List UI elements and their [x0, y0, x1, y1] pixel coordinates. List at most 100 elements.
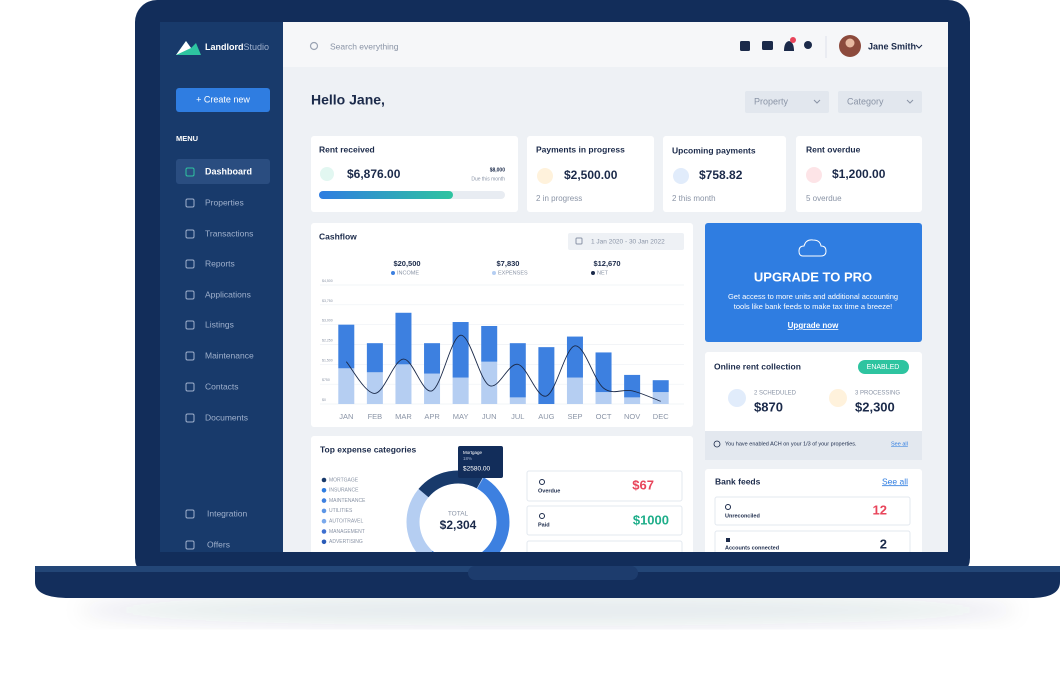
bar[interactable]	[595, 352, 612, 393]
bar[interactable]	[452, 322, 469, 378]
bell-icon[interactable]	[784, 41, 794, 51]
donut-total: $2,304	[440, 518, 477, 532]
upgrade-link[interactable]: Upgrade now	[788, 321, 839, 330]
property-filter[interactable]	[745, 91, 829, 113]
legend-label: AUTO/TRAVEL	[329, 519, 363, 525]
category-filter[interactable]	[838, 91, 922, 113]
bar[interactable]	[566, 377, 583, 404]
bar[interactable]	[652, 380, 669, 393]
legend-dot	[321, 539, 327, 545]
x-tick-label: MAY	[453, 412, 469, 421]
card-target-note: Due this month	[471, 176, 505, 182]
calendar-icon[interactable]	[740, 41, 750, 51]
processing-amount: $2,300	[855, 399, 895, 414]
message-icon[interactable]	[762, 41, 773, 50]
legend-label: EXPENSES	[498, 270, 528, 276]
info-icon	[713, 440, 721, 448]
bar[interactable]	[481, 325, 498, 362]
legend-label: MAINTENANCE	[329, 498, 366, 504]
bar[interactable]	[424, 343, 441, 374]
date-range[interactable]	[568, 233, 684, 250]
menu-item-active[interactable]	[176, 159, 270, 184]
user-name[interactable]: Jane Smith	[868, 41, 916, 51]
expense-item	[526, 505, 683, 536]
menu-item[interactable]: Maintenance	[205, 350, 254, 360]
menu-item[interactable]: Reports	[205, 258, 235, 268]
x-tick-label: SEP	[567, 412, 582, 421]
legend-label: UTILITIES	[329, 508, 353, 514]
bar[interactable]	[566, 336, 583, 378]
bar[interactable]	[452, 377, 469, 404]
expenses-title: Top expense categories	[320, 444, 416, 454]
menu-label: MENU	[176, 134, 198, 143]
menu-item[interactable]: Listings	[205, 319, 234, 329]
menu-item[interactable]: Contacts	[205, 381, 239, 391]
bar[interactable]	[595, 392, 612, 404]
bar[interactable]	[338, 368, 355, 404]
create-button[interactable]	[176, 88, 270, 112]
x-tick-label: DEC	[653, 412, 669, 421]
tooltip-share: 18%	[463, 456, 472, 461]
icon	[725, 504, 731, 510]
menu-icon	[185, 509, 195, 519]
greeting: Hello Jane,	[311, 92, 385, 108]
bar[interactable]	[395, 312, 412, 365]
menu-icon	[185, 167, 195, 177]
menu-item[interactable]: Properties	[205, 197, 244, 207]
icon	[829, 389, 847, 407]
legend-label: MANAGEMENT	[329, 529, 365, 535]
notice-link[interactable]: See all	[891, 441, 908, 447]
category-filter-label: Category	[847, 96, 884, 106]
x-tick-label: NOV	[624, 412, 640, 421]
menu-icon	[185, 229, 195, 239]
bar[interactable]	[624, 374, 641, 398]
card	[527, 136, 654, 212]
x-tick-label: MAR	[395, 412, 412, 421]
bar[interactable]	[652, 392, 669, 404]
bar[interactable]	[338, 324, 355, 369]
x-tick-label: APR	[424, 412, 440, 421]
menu-item[interactable]: Dashboard	[205, 166, 252, 176]
bar[interactable]	[366, 343, 383, 373]
card-note: 2 in progress	[536, 194, 582, 203]
bar[interactable]	[509, 343, 526, 398]
logo-bold: Landlord	[205, 42, 244, 52]
expenses-legend: MORTGAGE INSURANCE MAINTENANCE UTILITIES AUT…	[321, 477, 366, 545]
menu-item[interactable]: Applications	[205, 289, 251, 299]
x-tick-label: OCT	[596, 412, 612, 421]
chevron	[906, 99, 914, 104]
bar[interactable]	[366, 372, 383, 404]
net-line	[345, 334, 661, 402]
menu-item[interactable]: Transactions	[205, 228, 253, 238]
legend-label: MORTGAGE	[329, 477, 359, 483]
card-target: $8,000	[490, 167, 506, 173]
tips-icon[interactable]	[804, 41, 812, 49]
notice-bar	[705, 431, 922, 460]
menu-item[interactable]: Integration	[207, 508, 247, 518]
logo[interactable]: LandlordStudio	[205, 42, 269, 52]
bar[interactable]	[624, 397, 641, 404]
legend-dot	[321, 518, 327, 524]
x-tick-label: AUG	[538, 412, 554, 421]
bank-feeds-link[interactable]: See all	[882, 476, 908, 486]
bar[interactable]	[538, 347, 555, 404]
tooltip	[458, 446, 503, 478]
bar[interactable]	[424, 373, 441, 404]
menu-item[interactable]: Documents	[205, 412, 248, 422]
legend-dot	[321, 477, 327, 483]
search-input[interactable]: Search everything	[330, 41, 399, 51]
search-icon	[309, 41, 319, 51]
bar[interactable]	[509, 397, 526, 404]
y-tick-label: $4,500	[322, 279, 333, 283]
screen: LandlordStudio + Create new MENU Dashboa…	[160, 22, 948, 552]
icon	[726, 538, 730, 542]
bar[interactable]	[481, 361, 498, 404]
menu-item[interactable]: Offers	[207, 539, 230, 549]
menu-icon	[185, 320, 195, 330]
x-tick-label: JUN	[482, 412, 497, 421]
card	[796, 136, 922, 212]
bar[interactable]	[395, 364, 412, 404]
legend-label: ADVERTISING	[329, 539, 363, 545]
y-tick-label: $0	[322, 398, 326, 402]
scheduled-label: 2 SCHEDULED	[754, 391, 797, 397]
